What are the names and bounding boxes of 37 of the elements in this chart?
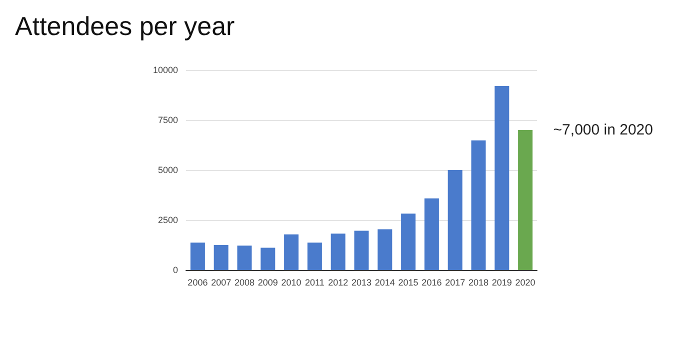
x-tick-label: 2008 bbox=[234, 278, 255, 288]
x-tick-label: 2007 bbox=[211, 278, 232, 288]
bar bbox=[307, 242, 322, 270]
y-tick-label: 10000 bbox=[152, 65, 178, 75]
chart-title: Attendees per year bbox=[15, 11, 236, 41]
bar bbox=[401, 214, 416, 270]
bar bbox=[424, 198, 439, 270]
y-tick-label: 7500 bbox=[158, 115, 178, 125]
x-tick-label: 2015 bbox=[398, 278, 418, 288]
bar bbox=[518, 130, 533, 270]
x-tick-label: 2019 bbox=[492, 278, 512, 288]
x-tick-label: 2009 bbox=[258, 278, 278, 288]
x-tick-label: 2010 bbox=[281, 278, 302, 288]
bar bbox=[260, 248, 276, 270]
bar bbox=[354, 230, 369, 270]
x-tick-label: 2011 bbox=[305, 278, 324, 288]
y-tick-label: 2500 bbox=[158, 215, 178, 225]
bar bbox=[237, 246, 252, 270]
x-tick-label: 2012 bbox=[328, 278, 348, 288]
bar bbox=[494, 86, 510, 270]
x-tick-label: 2013 bbox=[351, 278, 372, 288]
bar bbox=[214, 245, 228, 270]
x-tick-label: 2020 bbox=[515, 278, 536, 288]
bar bbox=[190, 242, 205, 270]
bar bbox=[284, 234, 299, 270]
annotation: ~7,000 in 2020 bbox=[553, 122, 653, 138]
bar bbox=[471, 140, 486, 270]
bar bbox=[448, 170, 462, 270]
x-tick-label: 2018 bbox=[468, 278, 489, 288]
y-tick-label: 5000 bbox=[158, 165, 178, 175]
x-tick-label: 2016 bbox=[422, 278, 442, 288]
x-tick-label: 2006 bbox=[188, 278, 208, 288]
x-tick-label: 2014 bbox=[374, 278, 395, 288]
bar bbox=[378, 229, 392, 270]
bar bbox=[330, 234, 346, 270]
x-tick-label: 2017 bbox=[445, 278, 466, 288]
y-tick-label: 0 bbox=[172, 265, 178, 275]
